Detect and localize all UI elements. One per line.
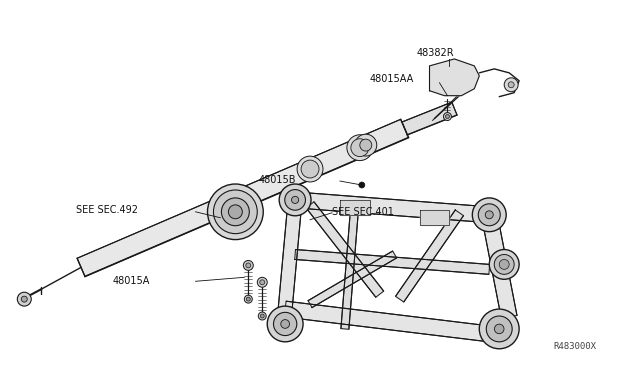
Text: SEE SEC.492: SEE SEC.492 <box>76 205 138 215</box>
Circle shape <box>17 292 31 306</box>
Polygon shape <box>341 205 359 329</box>
Text: 48382R: 48382R <box>417 48 454 58</box>
Circle shape <box>214 190 257 234</box>
Circle shape <box>445 115 449 119</box>
Circle shape <box>359 182 365 188</box>
Circle shape <box>268 306 303 342</box>
Circle shape <box>360 139 372 151</box>
Circle shape <box>347 135 372 161</box>
Polygon shape <box>340 200 370 215</box>
Polygon shape <box>402 102 457 135</box>
Circle shape <box>246 263 251 268</box>
Circle shape <box>504 78 518 92</box>
Text: R483000X: R483000X <box>554 342 596 351</box>
Circle shape <box>260 314 264 318</box>
Circle shape <box>246 297 250 301</box>
Text: SEE SEC.401: SEE SEC.401 <box>332 207 394 217</box>
Circle shape <box>479 309 519 349</box>
Circle shape <box>21 296 28 302</box>
Circle shape <box>228 205 243 219</box>
Circle shape <box>485 211 493 219</box>
Circle shape <box>285 190 305 210</box>
Circle shape <box>508 82 514 88</box>
Circle shape <box>489 250 519 279</box>
Circle shape <box>495 324 504 334</box>
Circle shape <box>297 156 323 182</box>
Circle shape <box>444 113 451 121</box>
Circle shape <box>355 134 377 156</box>
Circle shape <box>292 196 299 203</box>
Circle shape <box>494 254 514 274</box>
Polygon shape <box>278 199 302 310</box>
Circle shape <box>260 280 265 285</box>
Circle shape <box>351 139 369 157</box>
Polygon shape <box>295 250 490 274</box>
Polygon shape <box>481 213 517 318</box>
Circle shape <box>472 198 506 232</box>
Polygon shape <box>306 202 383 297</box>
Circle shape <box>281 320 289 328</box>
Circle shape <box>257 277 268 287</box>
Polygon shape <box>308 251 397 308</box>
Polygon shape <box>77 119 408 276</box>
Circle shape <box>486 316 512 342</box>
Polygon shape <box>294 192 490 223</box>
Polygon shape <box>284 301 490 342</box>
Polygon shape <box>396 210 463 302</box>
Text: 48015AA: 48015AA <box>370 74 414 84</box>
Circle shape <box>499 259 509 269</box>
Text: 48015B: 48015B <box>259 175 296 185</box>
Circle shape <box>207 184 263 240</box>
Circle shape <box>244 295 252 303</box>
Circle shape <box>279 184 311 216</box>
Circle shape <box>221 198 250 226</box>
Text: 48015A: 48015A <box>113 276 150 286</box>
Polygon shape <box>420 210 449 225</box>
Circle shape <box>243 260 253 270</box>
Circle shape <box>301 160 319 178</box>
Polygon shape <box>429 59 479 96</box>
Circle shape <box>259 312 266 320</box>
Circle shape <box>273 312 297 336</box>
Circle shape <box>478 204 500 226</box>
